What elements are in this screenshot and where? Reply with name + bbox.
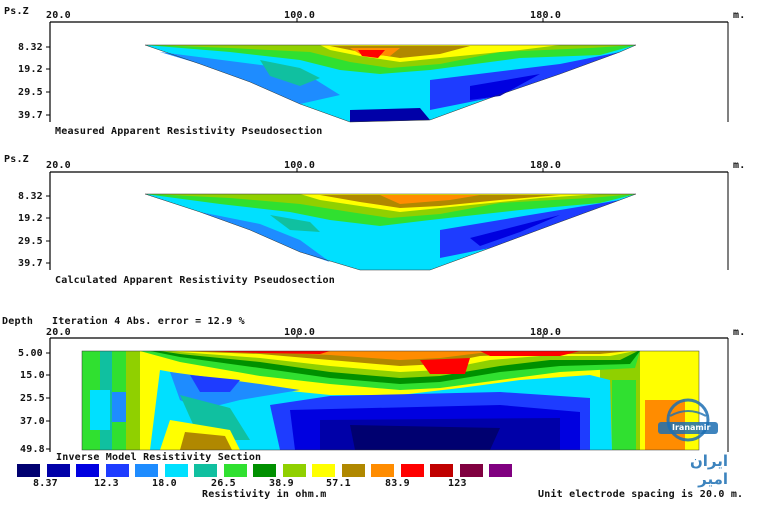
calculated-depth-tick: 8.32 xyxy=(18,191,43,202)
measured-x-unit: m. xyxy=(733,10,746,21)
calculated-x-unit: m. xyxy=(733,160,746,171)
inverse-x-tick-20: 20.0 xyxy=(46,327,71,338)
measured-region-navy xyxy=(350,108,430,122)
watermark-persian: ایران امیر xyxy=(689,452,728,488)
inverse-depth-tick: 5.00 xyxy=(18,348,43,359)
legend-label: 26.5 xyxy=(211,478,236,489)
measured-region-blue xyxy=(160,52,340,104)
measured-depth-tick: 29.5 xyxy=(18,87,43,98)
iteration-error-note: Iteration 4 Abs. error = 12.9 % xyxy=(52,316,245,327)
inverse-depth-tick: 49.8 xyxy=(20,444,45,455)
legend-swatch xyxy=(371,464,394,477)
globe-logo-icon xyxy=(658,398,718,442)
calculated-caption: Calculated Apparent Resistivity Pseudose… xyxy=(55,275,335,286)
measured-region-red xyxy=(358,50,385,58)
legend-label: 38.9 xyxy=(269,478,294,489)
calculated-x-tick-180: 180.0 xyxy=(530,160,562,171)
legend-swatch xyxy=(312,464,335,477)
inverse-x-tick-100: 100.0 xyxy=(284,327,316,338)
legend-unit-label: Resistivity in ohm.m xyxy=(202,489,327,500)
measured-x-tick-100: 100.0 xyxy=(284,10,316,21)
legend-label: 83.9 xyxy=(385,478,410,489)
legend-swatch xyxy=(194,464,217,477)
inverse-x-unit: m. xyxy=(733,327,746,338)
watermark-latin: Iranamir xyxy=(672,423,711,432)
measured-depth-tick: 8.32 xyxy=(18,42,43,53)
legend-swatch xyxy=(223,464,247,477)
calculated-x-tick-100: 100.0 xyxy=(284,160,316,171)
inverse-axis-label: Depth xyxy=(2,316,34,327)
legend-label: 123 xyxy=(448,478,467,489)
measured-region-darkblue xyxy=(470,74,540,100)
legend-swatch xyxy=(341,464,365,477)
legend-swatch xyxy=(459,464,483,477)
legend-label: 12.3 xyxy=(94,478,119,489)
measured-depth-tick: 19.2 xyxy=(18,64,43,75)
legend-label: 57.1 xyxy=(326,478,351,489)
legend-swatch xyxy=(282,464,306,477)
legend-label: 8.37 xyxy=(33,478,58,489)
inverse-x-tick-180: 180.0 xyxy=(530,327,562,338)
legend-swatch xyxy=(105,464,129,477)
legend-swatch xyxy=(135,464,158,477)
calculated-axis-label: Ps.Z xyxy=(4,154,29,165)
calculated-x-tick-20: 20.0 xyxy=(46,160,71,171)
legend-swatch xyxy=(17,464,40,477)
legend-swatch xyxy=(489,464,512,477)
measured-depth-tick: 39.7 xyxy=(18,110,43,121)
measured-pseudosection-plot xyxy=(46,18,729,123)
inverse-depth-tick: 25.5 xyxy=(20,393,45,404)
calculated-pseudosection-plot xyxy=(46,168,729,271)
legend-swatch xyxy=(430,464,453,477)
legend-swatch xyxy=(400,464,424,477)
measured-region-teal xyxy=(260,60,320,86)
legend-swatch xyxy=(46,464,70,477)
inverse-caption: Inverse Model Resistivity Section xyxy=(56,452,262,463)
measured-x-tick-180: 180.0 xyxy=(530,10,562,21)
calculated-depth-tick: 39.7 xyxy=(18,258,43,269)
electrode-spacing-note: Unit electrode spacing is 20.0 m. xyxy=(538,489,744,500)
legend-label: 18.0 xyxy=(152,478,177,489)
legend-swatch xyxy=(164,464,188,477)
measured-axis-label: Ps.Z xyxy=(4,6,29,17)
calculated-depth-tick: 19.2 xyxy=(18,213,43,224)
measured-x-tick-20: 20.0 xyxy=(46,10,71,21)
measured-caption: Measured Apparent Resistivity Pseudosect… xyxy=(55,126,323,137)
legend-swatch xyxy=(76,464,99,477)
inverse-depth-tick: 15.0 xyxy=(20,370,45,381)
legend-swatch xyxy=(253,464,276,477)
inverse-depth-tick: 37.0 xyxy=(20,416,45,427)
iranamir-watermark: Iranamir ایران امیر xyxy=(648,398,728,488)
inverse-model-plot xyxy=(46,334,729,452)
calculated-depth-tick: 29.5 xyxy=(18,236,43,247)
